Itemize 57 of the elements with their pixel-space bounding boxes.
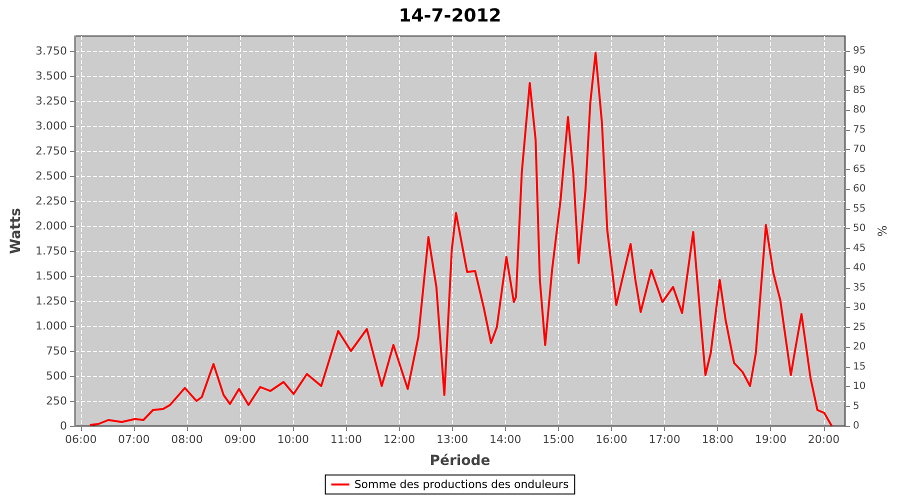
y2-tick-label: 30 (853, 302, 866, 314)
y2-tick-label: 5 (853, 400, 860, 412)
y-tick-label: 2.750 (36, 144, 67, 158)
legend-label: Somme des productions des onduleurs (354, 478, 569, 491)
x-tick-label: 18:00 (702, 433, 734, 446)
x-tick-label: 09:00 (224, 433, 256, 446)
x-tick-label: 11:00 (330, 433, 362, 446)
y-tick-label: 3.750 (36, 44, 67, 58)
y-tick-label: 750 (46, 344, 67, 358)
x-tick-label: 06:00 (64, 433, 97, 446)
y2-tick-label: 40 (853, 262, 866, 274)
y-tick-label: 1.000 (36, 320, 67, 332)
y-tick-label: 3.250 (36, 94, 67, 108)
y2-tick-label: 20 (853, 342, 866, 353)
y-tick-label: 2.000 (36, 220, 67, 232)
x-tick-label: 17:00 (648, 433, 680, 446)
y2-axis-title: % (876, 225, 890, 237)
y2-tick-label: 95 (853, 46, 866, 56)
y2-tick-label: 35 (853, 282, 866, 294)
x-tick-label: 10:00 (277, 433, 309, 446)
y-tick-label: 0 (60, 420, 67, 432)
x-tick-label: 07:00 (118, 433, 150, 446)
y2-tick-label: 80 (853, 104, 866, 116)
y2-tick-label: 90 (853, 65, 866, 76)
y-tick-label: 2.500 (36, 170, 67, 182)
y-axis-title: Watts (8, 208, 24, 254)
x-tick-label: 16:00 (596, 433, 628, 446)
y2-tick-label: 0 (853, 420, 860, 432)
x-axis-title: Période (430, 453, 490, 469)
x-tick-label: 12:00 (383, 433, 416, 446)
y2-tick-label: 10 (853, 381, 866, 392)
y-tick-label: 3.000 (36, 120, 67, 132)
y2-tick-label: 15 (853, 361, 866, 372)
x-tick-label: 14:00 (490, 433, 522, 446)
y-tick-label: 1.250 (36, 294, 67, 308)
chart-title: 14-7-2012 (398, 6, 502, 26)
y2-tick-label: 25 (853, 322, 866, 333)
x-tick-label: 15:00 (542, 433, 574, 446)
x-tick-label: 13:00 (436, 433, 468, 446)
y2-tick-label: 70 (853, 144, 866, 156)
y-tick-label: 3.500 (36, 70, 67, 82)
line-series (88, 52, 833, 427)
y2-tick-label: 55 (853, 203, 866, 214)
y-tick-label: 1.500 (36, 270, 67, 282)
x-tick-label: 19:00 (754, 433, 787, 446)
x-tick-label: 08:00 (171, 433, 203, 446)
y2-tick-label: 85 (853, 84, 866, 96)
y2-tick-label: 65 (853, 164, 866, 175)
y2-tick-label: 75 (853, 124, 866, 136)
y-tick-label: 250 (46, 394, 67, 408)
y2-tick-label: 45 (853, 242, 866, 254)
x-tick-label: 20:00 (808, 433, 840, 446)
y-tick-label: 500 (46, 370, 67, 382)
y-tick-label: 2.250 (36, 194, 67, 208)
y2-tick-label: 60 (853, 184, 866, 195)
y-tick-label: 1.750 (36, 244, 67, 258)
y2-tick-label: 50 (853, 223, 866, 234)
